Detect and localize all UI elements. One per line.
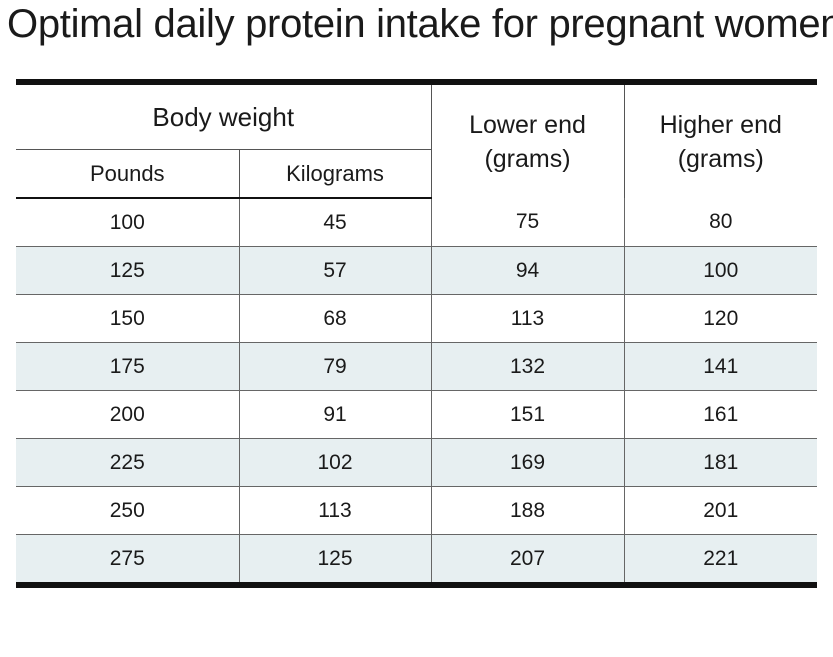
cell-lower-end: 75 xyxy=(430,198,624,247)
header-pounds: Pounds xyxy=(16,149,239,199)
header-lower-end: Lower end (grams) xyxy=(430,82,624,198)
cell-higher-end: 181 xyxy=(623,438,817,487)
header-lower-end-line1: Lower end xyxy=(469,110,586,139)
header-body-weight: Body weight xyxy=(16,82,431,150)
cell-pounds: 175 xyxy=(16,342,239,391)
table-row: 150 68 113 120 xyxy=(16,294,817,343)
cell-higher-end: 100 xyxy=(623,246,817,295)
cell-kilograms: 102 xyxy=(238,438,431,487)
header-kilograms: Kilograms xyxy=(238,149,431,199)
cell-pounds: 125 xyxy=(16,246,239,295)
header-higher-end: Higher end (grams) xyxy=(623,82,817,198)
cell-lower-end: 207 xyxy=(430,534,624,585)
cell-kilograms: 68 xyxy=(238,294,431,343)
cell-higher-end: 80 xyxy=(623,198,817,247)
cell-kilograms: 91 xyxy=(238,390,431,439)
cell-lower-end: 169 xyxy=(430,438,624,487)
cell-higher-end: 221 xyxy=(623,534,817,585)
cell-kilograms: 79 xyxy=(238,342,431,391)
table-row: 275 125 207 221 xyxy=(16,534,817,585)
cell-higher-end: 141 xyxy=(623,342,817,391)
cell-lower-end: 94 xyxy=(430,246,624,295)
cell-pounds: 225 xyxy=(16,438,239,487)
cell-kilograms: 45 xyxy=(238,198,431,247)
table-row: 100 45 75 80 xyxy=(16,198,817,247)
cell-pounds: 200 xyxy=(16,390,239,439)
table-row: 225 102 169 181 xyxy=(16,438,817,487)
protein-intake-table: Body weight Lower end (grams) Higher end… xyxy=(16,79,817,588)
cell-pounds: 100 xyxy=(109,210,145,234)
cell-kilograms: 113 xyxy=(238,486,431,535)
cell-lower-end: 113 xyxy=(430,294,624,343)
cell-pounds: 250 xyxy=(16,486,239,535)
cell-kilograms: 125 xyxy=(238,534,431,585)
header-lower-end-line2: (grams) xyxy=(484,144,571,173)
cell-lower-end: 151 xyxy=(430,390,624,439)
cell-pounds: 275 xyxy=(16,534,239,585)
table-body: 100 45 75 80 125 57 94 100 150 68 113 120 175 79 13… xyxy=(16,198,817,585)
table-row: 125 57 94 100 xyxy=(16,246,817,295)
cell-pounds: 150 xyxy=(16,294,239,343)
cell-lower-end: 188 xyxy=(430,486,624,535)
header-higher-end-line2: (grams) xyxy=(677,144,764,173)
header-higher-end-line1: Higher end xyxy=(659,110,782,139)
cell-higher-end: 120 xyxy=(623,294,817,343)
table-row: 200 91 151 161 xyxy=(16,390,817,439)
cell-higher-end: 201 xyxy=(623,486,817,535)
cell-kilograms: 57 xyxy=(238,246,431,295)
cell-lower-end: 132 xyxy=(430,342,624,391)
cell-higher-end: 161 xyxy=(623,390,817,439)
table-row: 250 113 188 201 xyxy=(16,486,817,535)
page-title: Optimal daily protein intake for pregnan… xyxy=(7,2,833,46)
table-header: Body weight Lower end (grams) Higher end… xyxy=(16,82,817,199)
table-row: 175 79 132 141 xyxy=(16,342,817,391)
